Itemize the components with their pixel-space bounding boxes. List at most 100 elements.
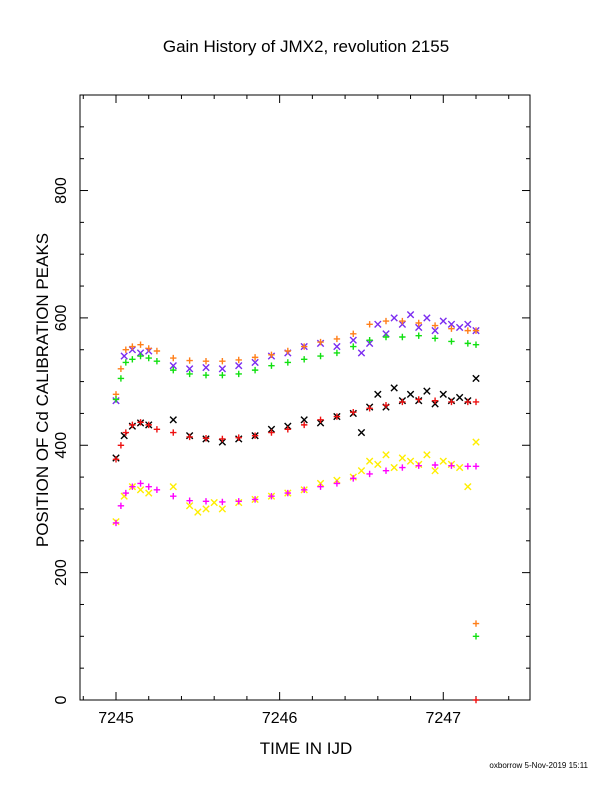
data-point [186,357,193,364]
data-point [136,486,145,494]
data-point [390,384,398,392]
data-point [357,467,366,475]
data-point [406,457,415,465]
data-point [300,416,308,424]
data-point [218,505,227,513]
data-point [170,429,177,436]
data-point [455,393,464,402]
data-point [472,398,480,406]
data-point [235,370,242,378]
series-0 [112,311,480,405]
data-point [464,398,472,406]
data-point [382,401,390,409]
data-point [235,434,242,441]
footer-timestamp: oxborrow 5-Nov-2019 15:11 [489,761,588,770]
data-point [202,372,210,379]
data-point [350,343,357,350]
data-point [129,483,136,490]
data-point [112,396,120,403]
series-8 [472,633,480,640]
data-point [472,327,480,334]
data-point [268,351,275,359]
x-tick-label: 7245 [98,710,134,727]
data-point [366,405,373,412]
data-point [431,467,439,475]
series-4 [112,396,480,463]
data-point [455,463,464,472]
data-point [300,421,308,429]
data-point [112,456,120,463]
data-point [448,398,455,406]
data-point [382,317,390,325]
data-point [219,498,226,506]
data-point [170,366,177,374]
data-point [112,519,120,527]
data-point [284,359,292,366]
data-point [137,352,144,360]
data-point [423,314,431,322]
data-point [145,489,153,497]
data-point [268,362,275,369]
axes [79,94,531,701]
data-point [390,463,398,472]
series-2 [112,332,480,403]
data-point [415,323,423,332]
data-point [423,451,431,459]
data-point [366,470,373,478]
data-point [415,319,422,327]
data-point [202,498,210,505]
tick-labels: 0 200 400 600 800 7245 7246 7247 [53,177,461,727]
data-point [399,398,406,406]
data-point [169,482,177,491]
data-point [382,451,390,459]
data-point [129,343,136,350]
series-6 [112,461,480,527]
data-point [117,442,125,449]
data-point [333,349,341,357]
data-point [284,489,292,497]
data-point [398,454,407,462]
y-tick-label: 600 [53,304,70,331]
data-point [317,483,324,490]
data-point [399,333,406,341]
data-point [235,498,242,505]
data-point [464,327,472,334]
data-point [431,322,439,329]
data-point [431,461,439,469]
data-point [117,375,125,382]
data-point [431,335,439,342]
data-point [268,493,275,500]
data-point [382,333,390,341]
data-point [333,342,341,351]
data-point [194,508,202,516]
data-point [153,358,161,365]
data-point [455,323,464,332]
data-point [317,338,324,346]
data-point [472,696,480,704]
data-point [382,467,390,474]
data-point [472,463,480,470]
data-point [431,397,439,404]
data-point [317,352,324,360]
data-point [464,340,472,347]
data-point [251,358,259,367]
data-point [374,390,382,399]
data-point [137,341,144,348]
data-point [186,433,193,441]
x-tick-label: 7247 [425,710,461,727]
data-point [235,361,243,370]
data-point [365,457,374,465]
data-point [218,365,227,373]
data-point [333,480,341,487]
data-point [472,374,480,383]
data-point [399,464,406,471]
data-point [122,429,130,436]
data-point [219,435,226,443]
data-point [317,416,324,423]
data-point [122,359,130,366]
data-point [472,633,480,640]
data-point [406,390,415,399]
data-point [202,358,210,365]
data-point [472,620,480,627]
